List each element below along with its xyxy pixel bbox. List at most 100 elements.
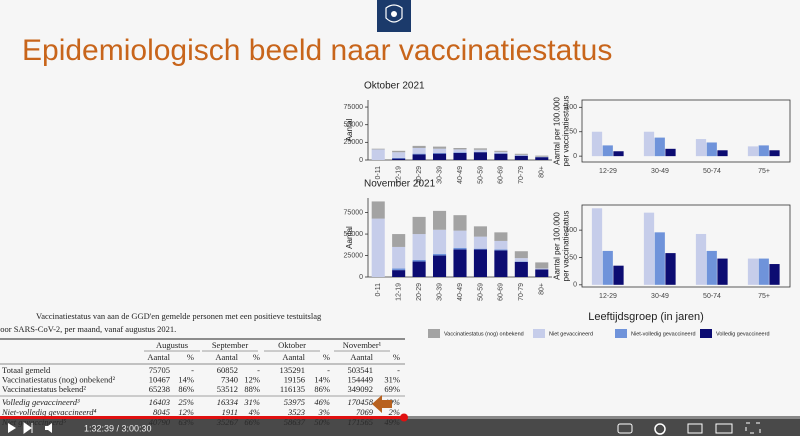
fullscreen-button[interactable]: [745, 422, 761, 434]
arrow: [372, 395, 392, 413]
bar-segment: [453, 230, 467, 248]
table-cell: 12%: [178, 407, 194, 417]
bar-segment: [494, 153, 508, 160]
player-bar: [0, 419, 800, 436]
x-tick-label: 30-39: [436, 166, 443, 184]
table-cell: 8045: [153, 407, 170, 417]
y-tick-label: 50: [569, 129, 577, 136]
y-tick-label: 0: [359, 274, 363, 281]
bar-segment: [453, 149, 467, 153]
bar: [717, 150, 728, 157]
x-tick-label: 30-49: [651, 168, 669, 175]
y-axis-label: per vaccinatiestatus: [562, 211, 571, 282]
table-cell: 53975: [284, 397, 305, 407]
x-tick-label: 50-74: [703, 293, 721, 300]
bar-segment: [412, 148, 426, 154]
bar-segment: [392, 158, 406, 160]
bar-segment: [392, 268, 406, 271]
bar-segment: [453, 215, 467, 231]
bar-segment: [453, 152, 467, 160]
x-tick-label: 50-59: [477, 283, 484, 301]
miniplayer-button[interactable]: [687, 423, 703, 434]
table-cell: 116135: [280, 384, 305, 394]
bar: [654, 232, 665, 285]
y-axis-label: Aantal: [345, 118, 354, 141]
progress-handle[interactable]: [400, 413, 408, 422]
bar-segment: [514, 261, 528, 277]
bar-segment: [535, 262, 549, 269]
bar-segment: [433, 152, 447, 154]
bar-segment: [371, 218, 385, 277]
bar-segment: [473, 226, 487, 237]
y-axis-label: Aantal per 100.000: [553, 212, 562, 280]
table-cell: 19156: [284, 374, 305, 384]
x-tick-label: 50-59: [477, 166, 484, 184]
table-subheader: %: [393, 352, 400, 362]
bar: [591, 208, 603, 285]
progress-played[interactable]: [0, 416, 404, 419]
bar: [665, 148, 676, 157]
bar-segment: [412, 234, 426, 260]
bar: [665, 253, 676, 285]
legend-swatch: [615, 329, 627, 338]
logo: [377, 0, 411, 32]
table-cell: 31%: [243, 397, 260, 407]
chart-title: November 2021: [364, 179, 436, 190]
bar-segment: [473, 152, 487, 160]
table-cell: 1911: [222, 407, 238, 417]
bar: [613, 265, 624, 285]
bar-segment: [412, 145, 426, 148]
x-tick-label: 12-19: [396, 283, 403, 301]
x-tick-label: 12-29: [599, 168, 617, 175]
x-tick-label: 80+: [539, 283, 546, 295]
table-row-label: Volledig gevaccineerd³: [2, 397, 80, 407]
table-cell: 12%: [244, 374, 260, 384]
y-axis-label: Aantal per 100.000: [553, 97, 562, 165]
legend-label: Niet-volledig gevaccineerd: [631, 331, 696, 337]
table-cell: 3523: [287, 407, 305, 417]
table: Vaccinatiestatus van aan de GGD'en gemel…: [0, 311, 405, 427]
bar-segment: [473, 249, 487, 277]
table-cell: 60852: [217, 365, 238, 375]
table-cell: 16403: [149, 397, 170, 407]
table-subheader: Aantal: [147, 352, 170, 362]
bar-segment: [514, 258, 528, 262]
table-cell: 31%: [384, 374, 400, 384]
bar: [695, 139, 707, 157]
table-cell: 16334: [217, 397, 239, 407]
volume-button[interactable]: [45, 423, 52, 433]
settings-button[interactable]: [654, 423, 666, 435]
bar: [769, 264, 780, 285]
play-button[interactable]: [8, 423, 16, 433]
bar-segment: [494, 249, 508, 251]
bar-segment: [433, 210, 447, 230]
bar: [706, 250, 717, 285]
bar-segment: [494, 150, 508, 152]
x-tick-label: 80+: [539, 166, 546, 178]
table-row-label: Niet-volledig gevaccineerd⁴: [1, 407, 96, 417]
bar-segment: [494, 232, 508, 241]
table-cell: 10467: [149, 374, 170, 384]
bar-segment: [514, 251, 528, 259]
bar: [643, 212, 655, 285]
table-row-label: Vaccinatiestatus bekend²: [2, 384, 86, 394]
table-cell: 349092: [348, 384, 374, 394]
theater-button[interactable]: [715, 423, 733, 434]
bar-segment: [412, 261, 426, 277]
table-subheader: Aantal: [215, 352, 238, 362]
table-month: November¹: [343, 340, 382, 350]
bar-segment: [392, 234, 406, 247]
bar: [602, 145, 613, 157]
legend-label: Volledig gevaccineerd: [716, 331, 770, 337]
subtitles-button[interactable]: [617, 423, 633, 434]
time: 1:32:39 / 3:00:30: [84, 423, 152, 433]
y-tick-label: 50000: [344, 122, 364, 129]
next-button[interactable]: [23, 422, 33, 434]
x-tick-label: 40-49: [457, 166, 464, 184]
x-tick-label: 20-29: [416, 283, 423, 301]
table-cell: 53512: [217, 384, 238, 394]
table-row-label: Totaal gemeld: [2, 365, 51, 375]
